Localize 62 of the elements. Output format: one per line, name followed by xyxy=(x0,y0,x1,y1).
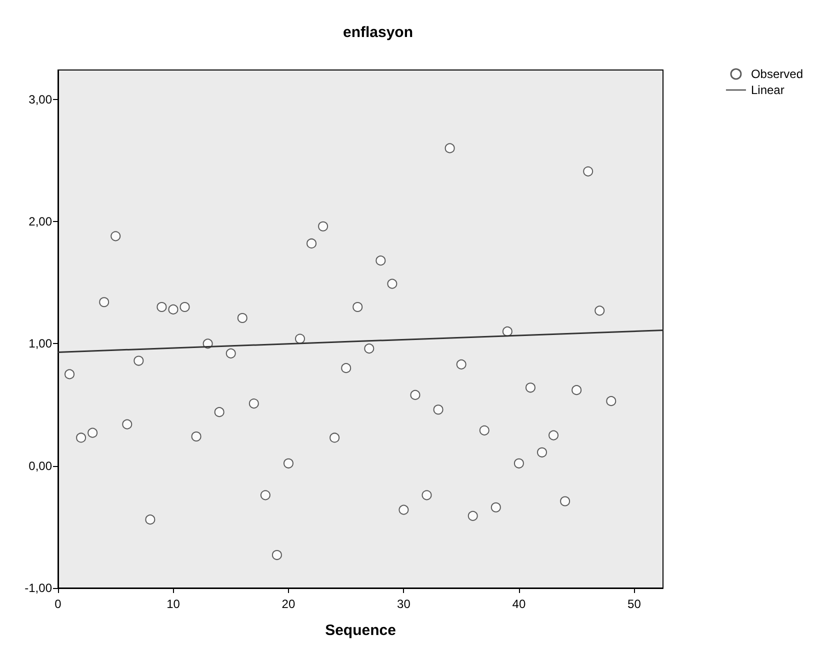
x-tick-label: 50 xyxy=(628,597,642,611)
point xyxy=(145,514,156,525)
point xyxy=(237,313,248,323)
point xyxy=(525,382,536,393)
point xyxy=(468,510,478,521)
point xyxy=(479,425,490,436)
point xyxy=(191,432,202,442)
point xyxy=(272,550,282,560)
point xyxy=(330,432,340,443)
point xyxy=(214,407,224,418)
point xyxy=(444,143,455,154)
point xyxy=(410,390,420,400)
point xyxy=(537,447,547,458)
point xyxy=(295,334,305,344)
point xyxy=(110,231,121,242)
point xyxy=(456,359,466,370)
x-tick-label: 40 xyxy=(512,597,526,611)
x-tick-label: 10 xyxy=(166,597,180,611)
point xyxy=(560,496,570,506)
point xyxy=(306,238,317,248)
point xyxy=(76,432,86,443)
point xyxy=(548,430,559,440)
point xyxy=(134,356,144,366)
x-tick-label: 20 xyxy=(282,597,296,611)
point xyxy=(387,278,398,289)
point xyxy=(594,306,605,316)
point xyxy=(422,490,432,500)
point xyxy=(352,302,363,312)
point xyxy=(376,256,386,266)
point xyxy=(283,458,294,468)
y-tick-label: 1,00 xyxy=(28,336,52,351)
point xyxy=(364,344,374,354)
point xyxy=(168,304,178,314)
y-tick-label: -1,00 xyxy=(24,581,52,595)
point xyxy=(318,221,328,232)
y-tick-label: 0,00 xyxy=(28,458,52,473)
point xyxy=(502,326,512,336)
point xyxy=(433,404,444,415)
point xyxy=(248,398,259,409)
point xyxy=(99,297,110,308)
point xyxy=(226,348,236,358)
x-tick-label: 30 xyxy=(397,597,411,611)
point xyxy=(260,490,270,500)
chart-title: enflasyon xyxy=(342,24,414,41)
point xyxy=(514,458,524,468)
point xyxy=(156,302,167,312)
y-tick-label: 3,00 xyxy=(28,92,52,106)
x-axis-title: Sequence xyxy=(325,622,396,639)
point xyxy=(88,428,98,438)
point xyxy=(398,504,409,515)
point xyxy=(572,385,582,396)
point xyxy=(606,396,616,406)
x-tick-label: 0 xyxy=(54,597,62,611)
point xyxy=(180,302,190,312)
point xyxy=(490,502,501,512)
point xyxy=(341,363,352,374)
point xyxy=(122,419,132,430)
y-tick-label: 2,00 xyxy=(28,214,52,228)
legend-label: Linear xyxy=(750,83,784,97)
legend-label: Observed xyxy=(750,67,804,81)
point xyxy=(583,166,594,176)
point xyxy=(64,369,75,380)
